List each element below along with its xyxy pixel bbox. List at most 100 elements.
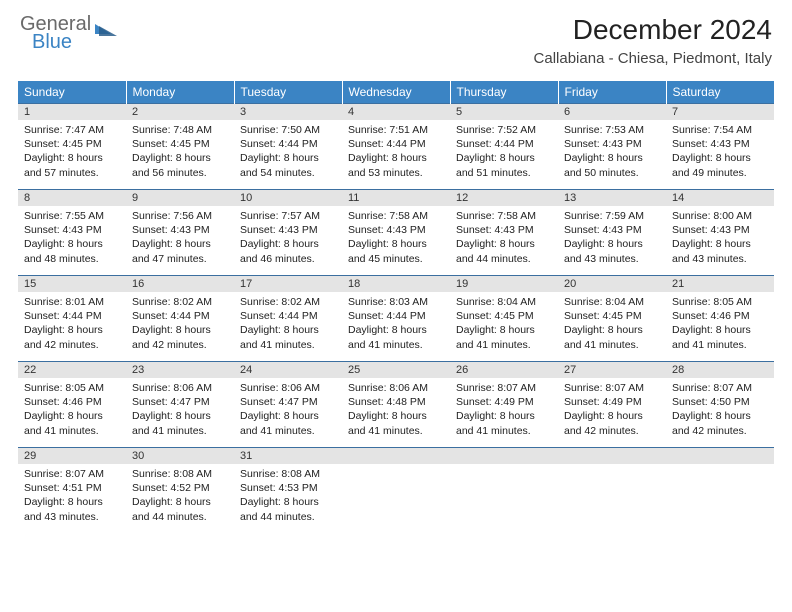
day-number: 8 [18,190,126,206]
daylight-text: Daylight: 8 hours and 41 minutes. [132,409,228,437]
weekday-header: Friday [558,81,666,104]
sunset-text: Sunset: 4:43 PM [564,223,660,237]
sunrise-text: Sunrise: 8:05 AM [24,381,120,395]
daylight-text: Daylight: 8 hours and 57 minutes. [24,151,120,179]
sunset-text: Sunset: 4:44 PM [24,309,120,323]
daylight-text: Daylight: 8 hours and 41 minutes. [240,409,336,437]
weekday-header: Tuesday [234,81,342,104]
weekday-header: Thursday [450,81,558,104]
day-number: 28 [666,362,774,378]
calendar-cell: 21Sunrise: 8:05 AMSunset: 4:46 PMDayligh… [666,276,774,362]
day-data: Sunrise: 7:53 AMSunset: 4:43 PMDaylight:… [558,120,666,183]
logo-text: General Blue [20,14,91,52]
weekday-header: Saturday [666,81,774,104]
sunrise-text: Sunrise: 7:54 AM [672,123,768,137]
sunrise-text: Sunrise: 8:07 AM [672,381,768,395]
day-data: Sunrise: 8:06 AMSunset: 4:48 PMDaylight:… [342,378,450,441]
sunrise-text: Sunrise: 7:47 AM [24,123,120,137]
day-data: Sunrise: 7:58 AMSunset: 4:43 PMDaylight:… [450,206,558,269]
day-data: Sunrise: 7:50 AMSunset: 4:44 PMDaylight:… [234,120,342,183]
calendar-cell: 26Sunrise: 8:07 AMSunset: 4:49 PMDayligh… [450,362,558,448]
sunrise-text: Sunrise: 8:08 AM [240,467,336,481]
day-number: 4 [342,104,450,120]
day-data: Sunrise: 7:48 AMSunset: 4:45 PMDaylight:… [126,120,234,183]
sunset-text: Sunset: 4:45 PM [564,309,660,323]
sunset-text: Sunset: 4:48 PM [348,395,444,409]
day-data: Sunrise: 8:02 AMSunset: 4:44 PMDaylight:… [126,292,234,355]
sunrise-text: Sunrise: 7:48 AM [132,123,228,137]
sunset-text: Sunset: 4:46 PM [24,395,120,409]
weekday-header: Sunday [18,81,126,104]
sunset-text: Sunset: 4:43 PM [240,223,336,237]
calendar-row: 29Sunrise: 8:07 AMSunset: 4:51 PMDayligh… [18,448,774,534]
daylight-text: Daylight: 8 hours and 56 minutes. [132,151,228,179]
sunrise-text: Sunrise: 8:03 AM [348,295,444,309]
sunrise-text: Sunrise: 7:51 AM [348,123,444,137]
sunrise-text: Sunrise: 7:59 AM [564,209,660,223]
sunset-text: Sunset: 4:44 PM [348,309,444,323]
sunset-text: Sunset: 4:47 PM [240,395,336,409]
daylight-text: Daylight: 8 hours and 44 minutes. [240,495,336,523]
sunset-text: Sunset: 4:46 PM [672,309,768,323]
day-number: 6 [558,104,666,120]
calendar-cell: 25Sunrise: 8:06 AMSunset: 4:48 PMDayligh… [342,362,450,448]
calendar-cell: 8Sunrise: 7:55 AMSunset: 4:43 PMDaylight… [18,190,126,276]
sunrise-text: Sunrise: 7:52 AM [456,123,552,137]
daylight-text: Daylight: 8 hours and 44 minutes. [132,495,228,523]
day-data: Sunrise: 7:56 AMSunset: 4:43 PMDaylight:… [126,206,234,269]
sunrise-text: Sunrise: 7:57 AM [240,209,336,223]
sunset-text: Sunset: 4:43 PM [672,137,768,151]
daylight-text: Daylight: 8 hours and 41 minutes. [456,409,552,437]
daylight-text: Daylight: 8 hours and 50 minutes. [564,151,660,179]
title-block: December 2024 Callabiana - Chiesa, Piedm… [534,14,772,67]
day-number: 27 [558,362,666,378]
calendar-cell: 29Sunrise: 8:07 AMSunset: 4:51 PMDayligh… [18,448,126,534]
sunset-text: Sunset: 4:44 PM [240,137,336,151]
daylight-text: Daylight: 8 hours and 45 minutes. [348,237,444,265]
day-number: 13 [558,190,666,206]
calendar-cell: 27Sunrise: 8:07 AMSunset: 4:49 PMDayligh… [558,362,666,448]
calendar-cell: 30Sunrise: 8:08 AMSunset: 4:52 PMDayligh… [126,448,234,534]
calendar-cell: 17Sunrise: 8:02 AMSunset: 4:44 PMDayligh… [234,276,342,362]
calendar-cell: 19Sunrise: 8:04 AMSunset: 4:45 PMDayligh… [450,276,558,362]
day-number: 5 [450,104,558,120]
calendar-cell: 15Sunrise: 8:01 AMSunset: 4:44 PMDayligh… [18,276,126,362]
day-data: Sunrise: 8:08 AMSunset: 4:53 PMDaylight:… [234,464,342,527]
weekday-header-row: Sunday Monday Tuesday Wednesday Thursday… [18,81,774,104]
calendar-cell: 31Sunrise: 8:08 AMSunset: 4:53 PMDayligh… [234,448,342,534]
sunset-text: Sunset: 4:47 PM [132,395,228,409]
day-data: Sunrise: 7:59 AMSunset: 4:43 PMDaylight:… [558,206,666,269]
calendar-cell: 3Sunrise: 7:50 AMSunset: 4:44 PMDaylight… [234,104,342,190]
day-data: Sunrise: 8:06 AMSunset: 4:47 PMDaylight:… [126,378,234,441]
sunset-text: Sunset: 4:43 PM [24,223,120,237]
day-data: Sunrise: 7:54 AMSunset: 4:43 PMDaylight:… [666,120,774,183]
day-number: 3 [234,104,342,120]
day-data: Sunrise: 8:07 AMSunset: 4:51 PMDaylight:… [18,464,126,527]
day-number: 11 [342,190,450,206]
day-data: Sunrise: 8:07 AMSunset: 4:49 PMDaylight:… [450,378,558,441]
daylight-text: Daylight: 8 hours and 44 minutes. [456,237,552,265]
sunset-text: Sunset: 4:45 PM [132,137,228,151]
month-title: December 2024 [534,14,772,46]
sunrise-text: Sunrise: 8:04 AM [564,295,660,309]
calendar-table: Sunday Monday Tuesday Wednesday Thursday… [18,81,774,534]
day-number-empty [666,448,774,464]
calendar-cell: 16Sunrise: 8:02 AMSunset: 4:44 PMDayligh… [126,276,234,362]
sunrise-text: Sunrise: 8:02 AM [132,295,228,309]
sunrise-text: Sunrise: 8:00 AM [672,209,768,223]
day-number: 18 [342,276,450,292]
sunrise-text: Sunrise: 7:58 AM [348,209,444,223]
daylight-text: Daylight: 8 hours and 49 minutes. [672,151,768,179]
calendar-cell: 22Sunrise: 8:05 AMSunset: 4:46 PMDayligh… [18,362,126,448]
sunrise-text: Sunrise: 8:05 AM [672,295,768,309]
day-data: Sunrise: 7:57 AMSunset: 4:43 PMDaylight:… [234,206,342,269]
day-number: 19 [450,276,558,292]
sunset-text: Sunset: 4:44 PM [456,137,552,151]
sunrise-text: Sunrise: 7:53 AM [564,123,660,137]
calendar-cell: 7Sunrise: 7:54 AMSunset: 4:43 PMDaylight… [666,104,774,190]
day-data: Sunrise: 7:58 AMSunset: 4:43 PMDaylight:… [342,206,450,269]
calendar-cell: 9Sunrise: 7:56 AMSunset: 4:43 PMDaylight… [126,190,234,276]
calendar-cell: 13Sunrise: 7:59 AMSunset: 4:43 PMDayligh… [558,190,666,276]
sunset-text: Sunset: 4:49 PM [456,395,552,409]
day-data: Sunrise: 8:03 AMSunset: 4:44 PMDaylight:… [342,292,450,355]
